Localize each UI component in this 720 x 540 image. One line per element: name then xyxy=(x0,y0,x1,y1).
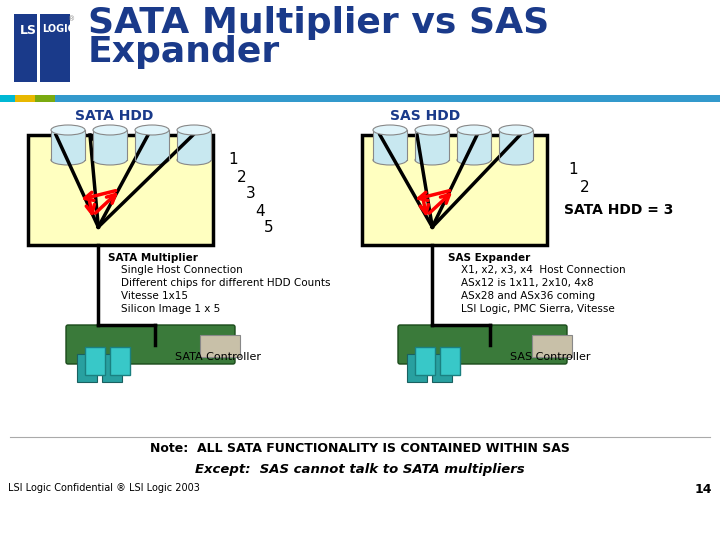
Text: LSI Logic, PMC Sierra, Vitesse: LSI Logic, PMC Sierra, Vitesse xyxy=(448,304,615,314)
Bar xyxy=(457,130,491,160)
Text: Vitesse 1x15: Vitesse 1x15 xyxy=(108,291,188,301)
Ellipse shape xyxy=(415,125,449,135)
Ellipse shape xyxy=(177,155,211,165)
Ellipse shape xyxy=(93,155,127,165)
Text: Different chips for different HDD Counts: Different chips for different HDD Counts xyxy=(108,278,330,288)
Text: 1: 1 xyxy=(568,163,577,178)
Bar xyxy=(85,347,105,375)
Text: 14: 14 xyxy=(695,483,712,496)
Text: Except:  SAS cannot talk to SATA multipliers: Except: SAS cannot talk to SATA multipli… xyxy=(195,463,525,476)
Bar xyxy=(440,347,460,375)
Text: SATA Multiplier: SATA Multiplier xyxy=(108,253,198,263)
Bar xyxy=(77,354,97,382)
Bar xyxy=(177,130,211,160)
Text: 2: 2 xyxy=(237,170,247,185)
Ellipse shape xyxy=(499,155,533,165)
Bar xyxy=(415,347,435,375)
Bar xyxy=(37,14,40,82)
Bar xyxy=(8,8,76,88)
Bar xyxy=(499,130,533,160)
Bar xyxy=(102,354,122,382)
Ellipse shape xyxy=(51,125,85,135)
Text: SATA HDD = 3: SATA HDD = 3 xyxy=(564,203,673,217)
Text: 1: 1 xyxy=(228,152,238,167)
Bar xyxy=(93,130,127,160)
Ellipse shape xyxy=(373,155,407,165)
Text: SATA HDD: SATA HDD xyxy=(75,109,153,123)
Text: ASx12 is 1x11, 2x10, 4x8: ASx12 is 1x11, 2x10, 4x8 xyxy=(448,278,593,288)
Text: X1, x2, x3, x4  Host Connection: X1, x2, x3, x4 Host Connection xyxy=(448,265,626,275)
Text: Expander: Expander xyxy=(88,35,280,69)
Bar xyxy=(14,14,70,82)
Ellipse shape xyxy=(373,125,407,135)
Ellipse shape xyxy=(135,155,169,165)
Text: 3: 3 xyxy=(246,186,256,201)
Bar xyxy=(51,130,85,160)
Ellipse shape xyxy=(499,125,533,135)
Bar xyxy=(0,95,15,102)
Bar xyxy=(110,347,130,375)
Bar xyxy=(432,354,452,382)
Text: SATA Multiplier vs SAS: SATA Multiplier vs SAS xyxy=(88,6,549,40)
Ellipse shape xyxy=(415,155,449,165)
FancyBboxPatch shape xyxy=(398,325,567,364)
Text: SAS HDD: SAS HDD xyxy=(390,109,460,123)
Ellipse shape xyxy=(93,125,127,135)
Text: LSI Logic Confidential ® LSI Logic 2003: LSI Logic Confidential ® LSI Logic 2003 xyxy=(8,483,200,493)
Bar xyxy=(362,135,547,245)
Bar xyxy=(35,95,55,102)
Text: ®: ® xyxy=(68,16,75,22)
Text: SATA Controller: SATA Controller xyxy=(175,352,261,362)
Bar xyxy=(407,354,427,382)
Bar xyxy=(55,95,720,102)
Text: ASx28 and ASx36 coming: ASx28 and ASx36 coming xyxy=(448,291,595,301)
Ellipse shape xyxy=(135,125,169,135)
Text: Silicon Image 1 x 5: Silicon Image 1 x 5 xyxy=(108,304,220,314)
Bar xyxy=(415,130,449,160)
Text: Single Host Connection: Single Host Connection xyxy=(108,265,243,275)
Text: 4: 4 xyxy=(255,204,265,219)
Bar xyxy=(15,95,35,102)
Ellipse shape xyxy=(177,125,211,135)
Ellipse shape xyxy=(457,155,491,165)
Text: SAS Expander: SAS Expander xyxy=(448,253,530,263)
Text: SAS Controller: SAS Controller xyxy=(510,352,590,362)
Text: LOGIC: LOGIC xyxy=(42,24,75,34)
Bar xyxy=(373,130,407,160)
Ellipse shape xyxy=(457,125,491,135)
Text: LSI: LSI xyxy=(20,24,42,37)
Bar xyxy=(28,135,213,245)
Bar xyxy=(532,335,572,357)
Ellipse shape xyxy=(51,155,85,165)
Bar xyxy=(0,0,720,100)
Text: 5: 5 xyxy=(264,220,274,235)
FancyBboxPatch shape xyxy=(66,325,235,364)
Bar xyxy=(135,130,169,160)
Text: Note:  ALL SATA FUNCTIONALITY IS CONTAINED WITHIN SAS: Note: ALL SATA FUNCTIONALITY IS CONTAINE… xyxy=(150,442,570,455)
Text: 2: 2 xyxy=(580,179,590,194)
Bar xyxy=(200,335,240,357)
